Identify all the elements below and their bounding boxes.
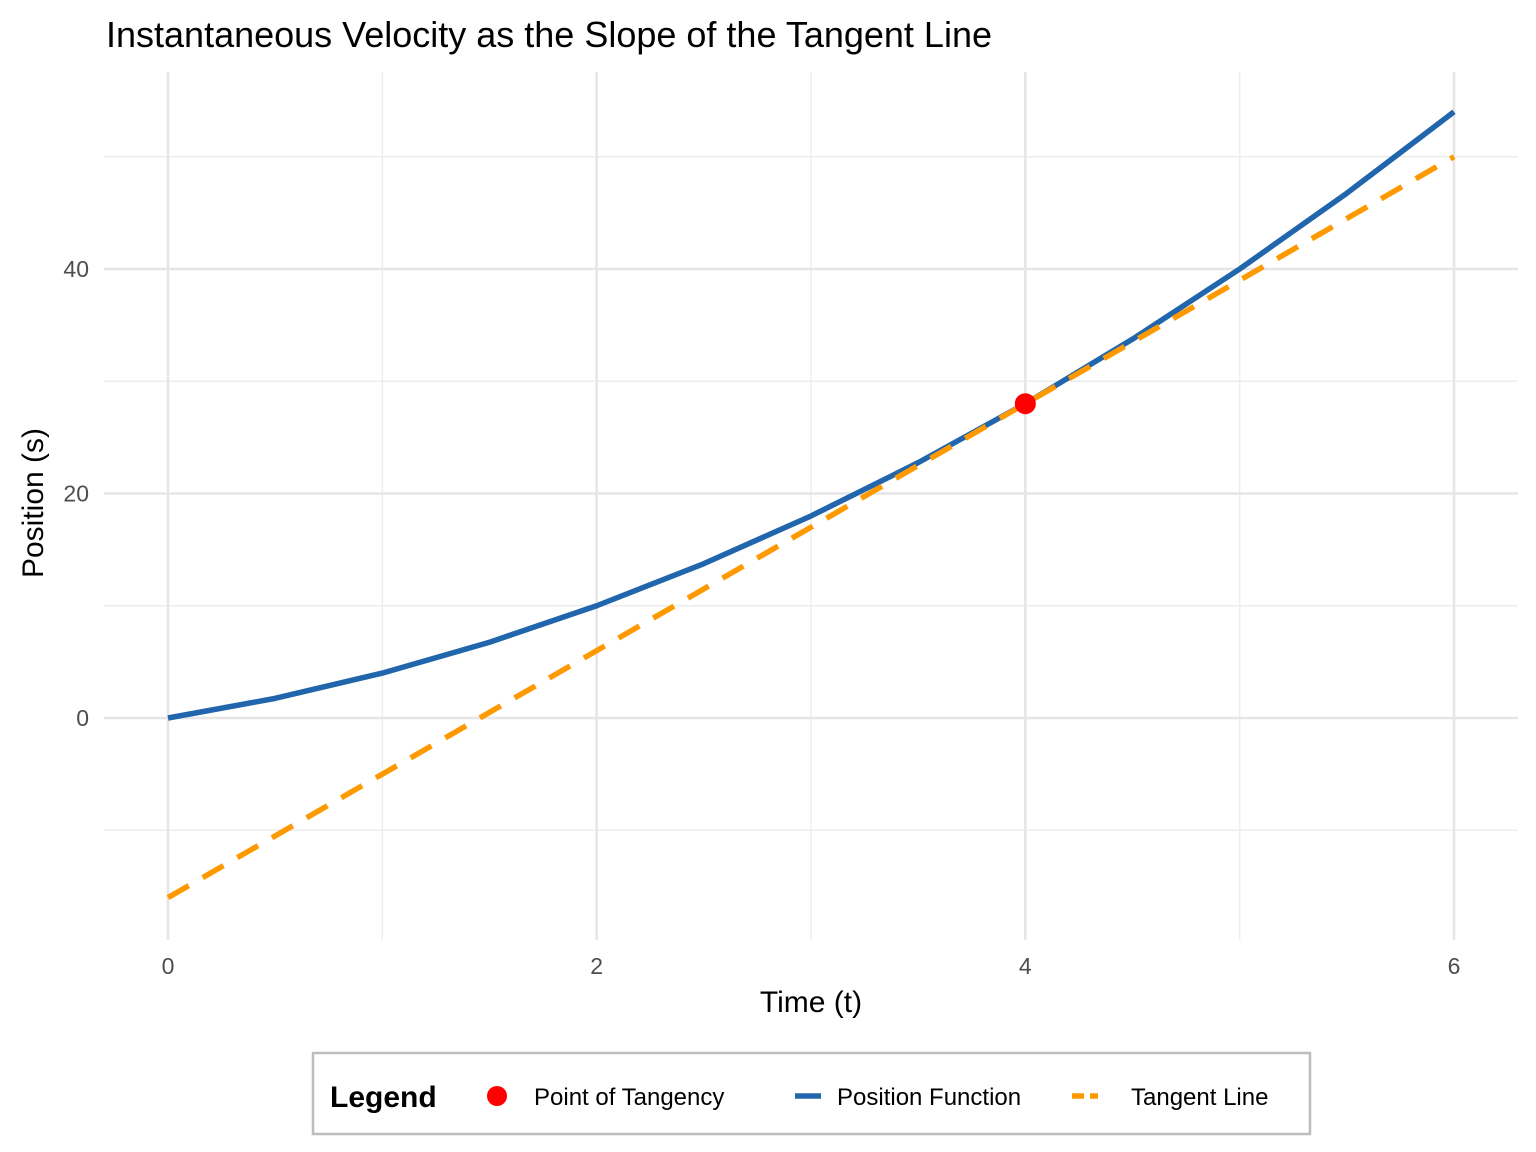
legend-label: Point of Tangency [534, 1084, 724, 1111]
y-tick-label: 20 [63, 481, 89, 507]
legend: Legend Point of Tangency Position Functio… [311, 1051, 1312, 1136]
tangent-line-series [166, 154, 1456, 900]
legend-label: Tangent Line [1131, 1084, 1268, 1111]
legend-entries: Point of Tangency Position Function Tangen… [487, 1084, 1268, 1111]
x-axis-title: Time (t) [760, 986, 862, 1019]
y-tick-label: 40 [63, 256, 89, 282]
tick-labels: 0 2 4 6 0 20 40 [63, 256, 1460, 979]
series-layer [166, 109, 1456, 900]
grid [104, 72, 1518, 940]
legend-title: Legend [330, 1081, 437, 1114]
chart-title: Instantaneous Velocity as the Slope of t… [106, 14, 992, 55]
x-tick-label: 0 [162, 953, 175, 979]
legend-key-point [487, 1086, 507, 1106]
x-tick-label: 6 [1448, 953, 1461, 979]
x-tick-label: 4 [1019, 953, 1032, 979]
legend-label: Position Function [837, 1084, 1021, 1111]
point-of-tangency-marker [1014, 393, 1036, 415]
y-tick-label: 0 [76, 705, 89, 731]
y-axis-title: Position (s) [17, 428, 50, 578]
position-function-series [167, 109, 1456, 721]
x-tick-label: 2 [590, 953, 603, 979]
